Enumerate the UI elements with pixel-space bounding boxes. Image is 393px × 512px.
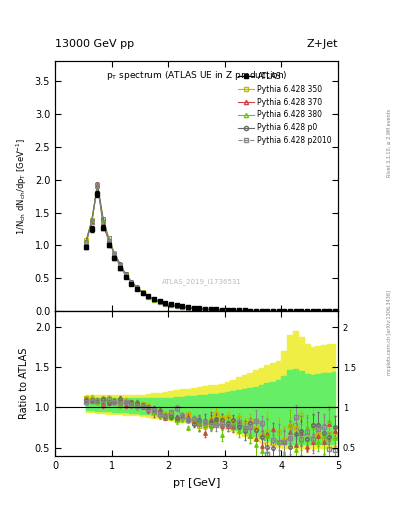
Text: 13000 GeV pp: 13000 GeV pp — [55, 38, 134, 49]
Text: p$_{\rm T}$ spectrum (ATLAS UE in Z production): p$_{\rm T}$ spectrum (ATLAS UE in Z prod… — [106, 69, 287, 82]
Text: mcplots.cern.ch [arXiv:1306.3436]: mcplots.cern.ch [arXiv:1306.3436] — [387, 290, 391, 375]
Text: ATLAS_2019_I1736531: ATLAS_2019_I1736531 — [162, 278, 242, 285]
Y-axis label: 1/N$_{\rm ch}$ dN$_{\rm ch}$/dp$_{\rm T}$ [GeV$^{-1}$]: 1/N$_{\rm ch}$ dN$_{\rm ch}$/dp$_{\rm T}… — [15, 138, 29, 235]
Y-axis label: Ratio to ATLAS: Ratio to ATLAS — [19, 348, 29, 419]
Text: Z+Jet: Z+Jet — [307, 38, 338, 49]
X-axis label: p$_{\rm T}$ [GeV]: p$_{\rm T}$ [GeV] — [172, 476, 221, 490]
Text: Rivet 3.1.10, ≥ 2.9M events: Rivet 3.1.10, ≥ 2.9M events — [387, 109, 391, 178]
Legend: ATLAS, Pythia 6.428 350, Pythia 6.428 370, Pythia 6.428 380, Pythia 6.428 p0, Py: ATLAS, Pythia 6.428 350, Pythia 6.428 37… — [235, 69, 335, 148]
